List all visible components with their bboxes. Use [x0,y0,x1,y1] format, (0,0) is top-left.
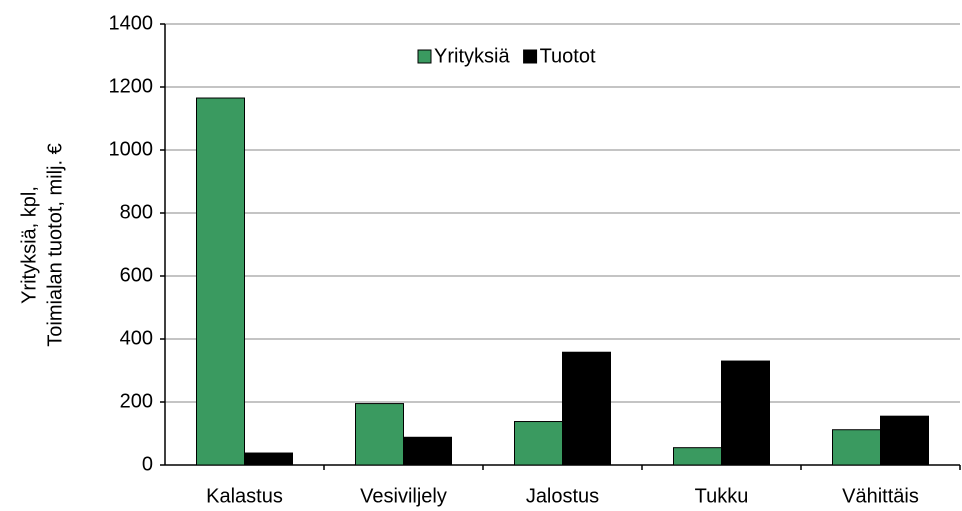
bar [562,351,611,466]
legend-swatch [417,49,432,64]
bar [244,452,293,466]
y-tick-label: 600 [120,264,153,286]
x-tick-label: Vähittäis [842,485,919,507]
y-tick-label: 0 [142,453,153,475]
x-tick-label: Vesiviljely [360,485,447,507]
y-tick-label: 1200 [109,75,154,97]
x-tick-label: Tukku [695,485,749,507]
legend-label: Tuotot [540,45,596,67]
bar [673,447,722,466]
bar [514,421,563,466]
y-tick-label: 400 [120,327,153,349]
legend-swatch [523,49,538,64]
bar [196,97,245,466]
y-tick-label: 800 [120,201,153,223]
y-tick-label: 200 [120,390,153,412]
x-tick-label: Jalostus [526,485,599,507]
y-axis-label-line: Toimialan tuotot, milj. € [44,143,66,346]
legend-label: Yrityksiä [434,45,510,67]
y-axis-label-line: Yrityksiä, kpl, [18,186,40,304]
bar [880,415,929,466]
bar [403,436,452,466]
y-tick-label: 1000 [109,138,154,160]
bar [721,360,770,466]
bar [832,429,881,466]
y-tick-label: 1400 [109,12,154,34]
y-axis-label: Yrityksiä, kpl, Toimialan tuotot, milj. … [18,143,66,346]
bar [355,403,404,466]
x-tick-label: Kalastus [206,485,283,507]
